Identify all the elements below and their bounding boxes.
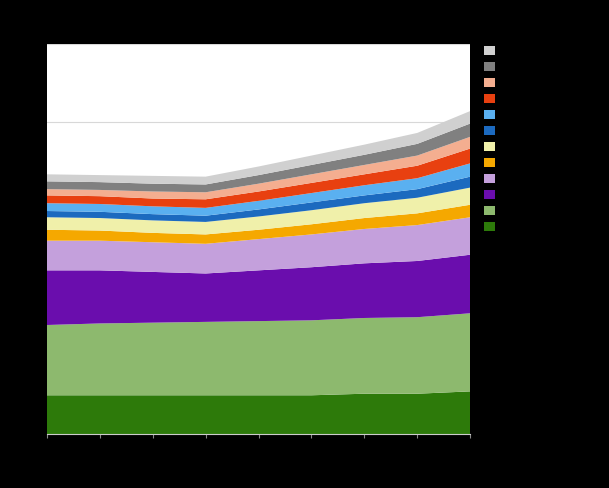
Legend: Denmark women, Denmark men, Germany women, Germany men, Philippines women, Phili: Denmark women, Denmark men, Germany wome… <box>484 45 605 232</box>
